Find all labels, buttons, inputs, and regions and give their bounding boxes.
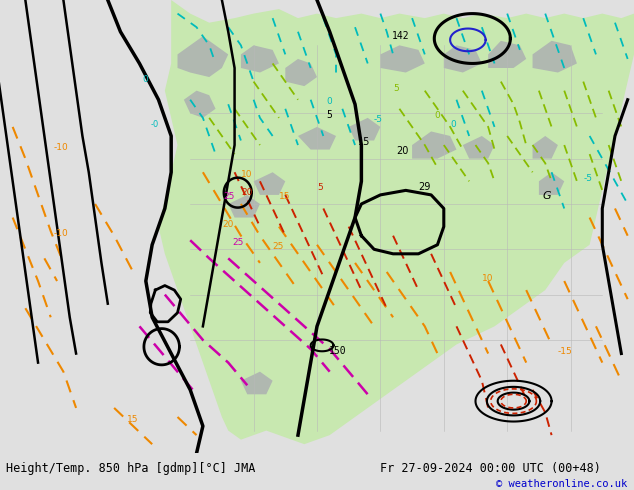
Text: -5: -5 <box>374 115 383 124</box>
Text: 15: 15 <box>358 137 371 147</box>
Polygon shape <box>241 46 279 73</box>
Polygon shape <box>158 0 634 444</box>
Polygon shape <box>539 172 564 195</box>
Text: 142: 142 <box>392 30 410 41</box>
Text: 20: 20 <box>241 188 252 197</box>
Text: 5: 5 <box>317 183 323 193</box>
Text: 20: 20 <box>396 146 409 156</box>
Text: 15: 15 <box>127 415 138 423</box>
Polygon shape <box>533 41 577 73</box>
Text: -10: -10 <box>54 143 68 151</box>
Text: 5: 5 <box>393 84 399 93</box>
Polygon shape <box>463 136 495 159</box>
Polygon shape <box>285 59 317 86</box>
Text: -10: -10 <box>54 229 68 238</box>
Text: 10: 10 <box>482 274 493 283</box>
Polygon shape <box>533 136 558 159</box>
Polygon shape <box>444 46 482 73</box>
Text: 25: 25 <box>233 238 244 247</box>
Text: 25: 25 <box>224 193 235 201</box>
Polygon shape <box>488 41 526 68</box>
Text: G: G <box>542 192 551 201</box>
Text: -5: -5 <box>583 174 592 183</box>
Polygon shape <box>298 127 336 149</box>
Text: Height/Temp. 850 hPa [gdmp][°C] JMA: Height/Temp. 850 hPa [gdmp][°C] JMA <box>6 462 256 475</box>
Polygon shape <box>228 195 260 218</box>
Text: 10: 10 <box>241 170 252 179</box>
Polygon shape <box>349 118 380 141</box>
Text: 0: 0 <box>450 120 456 129</box>
Text: 5: 5 <box>327 110 332 120</box>
Text: Fr 27-09-2024 00:00 UTC (00+48): Fr 27-09-2024 00:00 UTC (00+48) <box>380 462 601 475</box>
Text: 0: 0 <box>327 97 332 106</box>
Text: 150: 150 <box>328 345 346 356</box>
Text: -15: -15 <box>558 346 573 356</box>
Polygon shape <box>412 131 456 159</box>
Text: © weatheronline.co.uk: © weatheronline.co.uk <box>496 480 628 490</box>
Polygon shape <box>380 46 425 73</box>
Polygon shape <box>184 91 216 118</box>
Text: -0: -0 <box>150 120 158 129</box>
Text: 25: 25 <box>273 242 284 251</box>
Text: 29: 29 <box>418 182 431 193</box>
Polygon shape <box>178 36 228 77</box>
Polygon shape <box>241 371 273 394</box>
Text: 15: 15 <box>279 193 290 201</box>
Text: 20: 20 <box>222 220 233 229</box>
Polygon shape <box>254 172 285 195</box>
Text: 0: 0 <box>434 111 440 120</box>
Text: 0: 0 <box>143 74 148 84</box>
